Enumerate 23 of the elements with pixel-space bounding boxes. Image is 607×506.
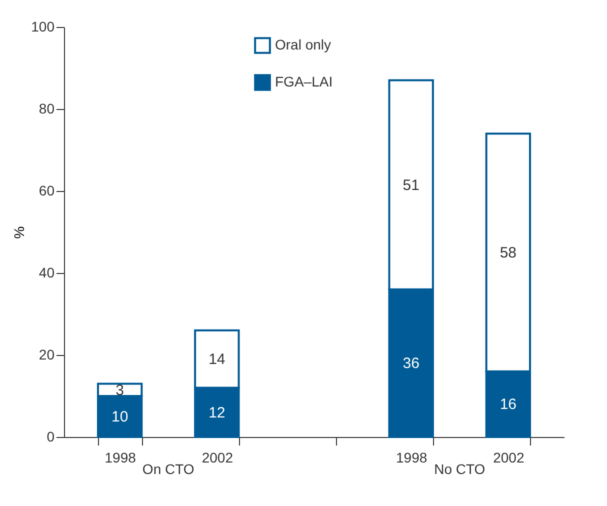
y-tick-label: 60: [38, 182, 55, 198]
data-label: 51: [402, 176, 420, 194]
y-axis-title: %: [11, 226, 28, 239]
y-tick-label: 20: [38, 346, 55, 362]
y-tick-label: 0: [46, 428, 55, 444]
y-tick-label: 100: [31, 18, 55, 34]
data-label: 14: [208, 351, 226, 368]
data-label: 58: [500, 244, 517, 262]
legend-label: FGA–LAI: [275, 74, 333, 90]
data-label: 3: [116, 382, 124, 399]
text: No CTO: [434, 461, 486, 477]
legend-label: Oral only: [275, 36, 332, 52]
data-label: 16: [500, 396, 517, 414]
data-label: 12: [208, 404, 226, 422]
x-tick-label: 1998: [396, 450, 428, 466]
data-label: 36: [402, 355, 420, 372]
y-tick-label: 40: [38, 264, 55, 280]
text: On CTO: [142, 461, 194, 477]
data-label: 10: [111, 408, 128, 426]
x-tick-label: 1998: [104, 450, 136, 466]
x-tick-label: 2002: [493, 450, 524, 466]
y-tick-label: 80: [38, 100, 55, 116]
x-tick-label: 2002: [202, 450, 234, 466]
